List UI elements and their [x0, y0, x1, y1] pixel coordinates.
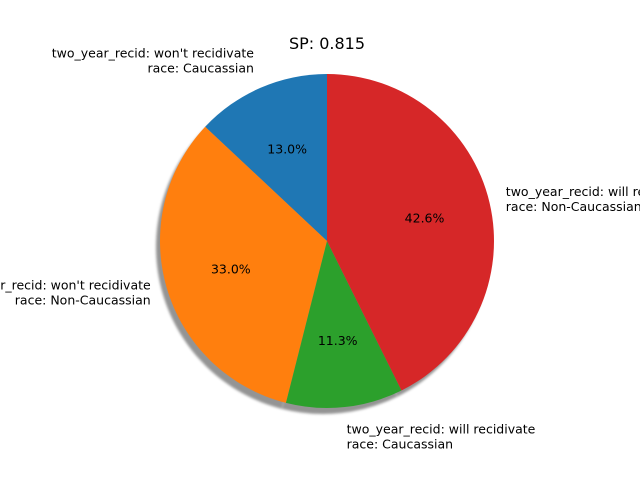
pie-slice [160, 126, 327, 403]
slice-category-label-line: race: Caucassian [347, 437, 453, 452]
pie-slice [327, 74, 494, 391]
slice-category-label-line: two_year_recid: won't recidivate [0, 278, 151, 293]
slice-percent-label: 42.6% [405, 211, 445, 226]
pie-slices [160, 74, 494, 408]
slice-category-label-line: two_year_recid: will recidivate [506, 184, 640, 199]
slice-category-label-line: two_year_recid: will recidivate [347, 422, 536, 437]
slice-category-label: two_year_recid: will recidivate race: Cau… [347, 422, 536, 452]
pie-slice [285, 241, 402, 408]
slice-category-label-line: two_year_recid: won't recidivate [52, 45, 255, 60]
slice-percent-label: 13.0% [267, 142, 307, 157]
chart-title: SP: 0.815 [289, 34, 365, 53]
slice-percent-label: 33.0% [211, 262, 251, 277]
slice-category-label: two_year_recid: won't recidivate race: Ca… [52, 45, 255, 75]
slice-category-label-line: race: Caucassian [147, 60, 253, 75]
pie-labels: 13.0%two_year_recid: won't recidivate rac… [0, 45, 640, 451]
slice-category-label-line: race: Non-Caucassian [506, 199, 640, 214]
slice-percent-label: 11.3% [318, 333, 358, 348]
slice-category-label-line: race: Non-Caucassian [15, 293, 151, 308]
pie-slice [205, 74, 327, 241]
